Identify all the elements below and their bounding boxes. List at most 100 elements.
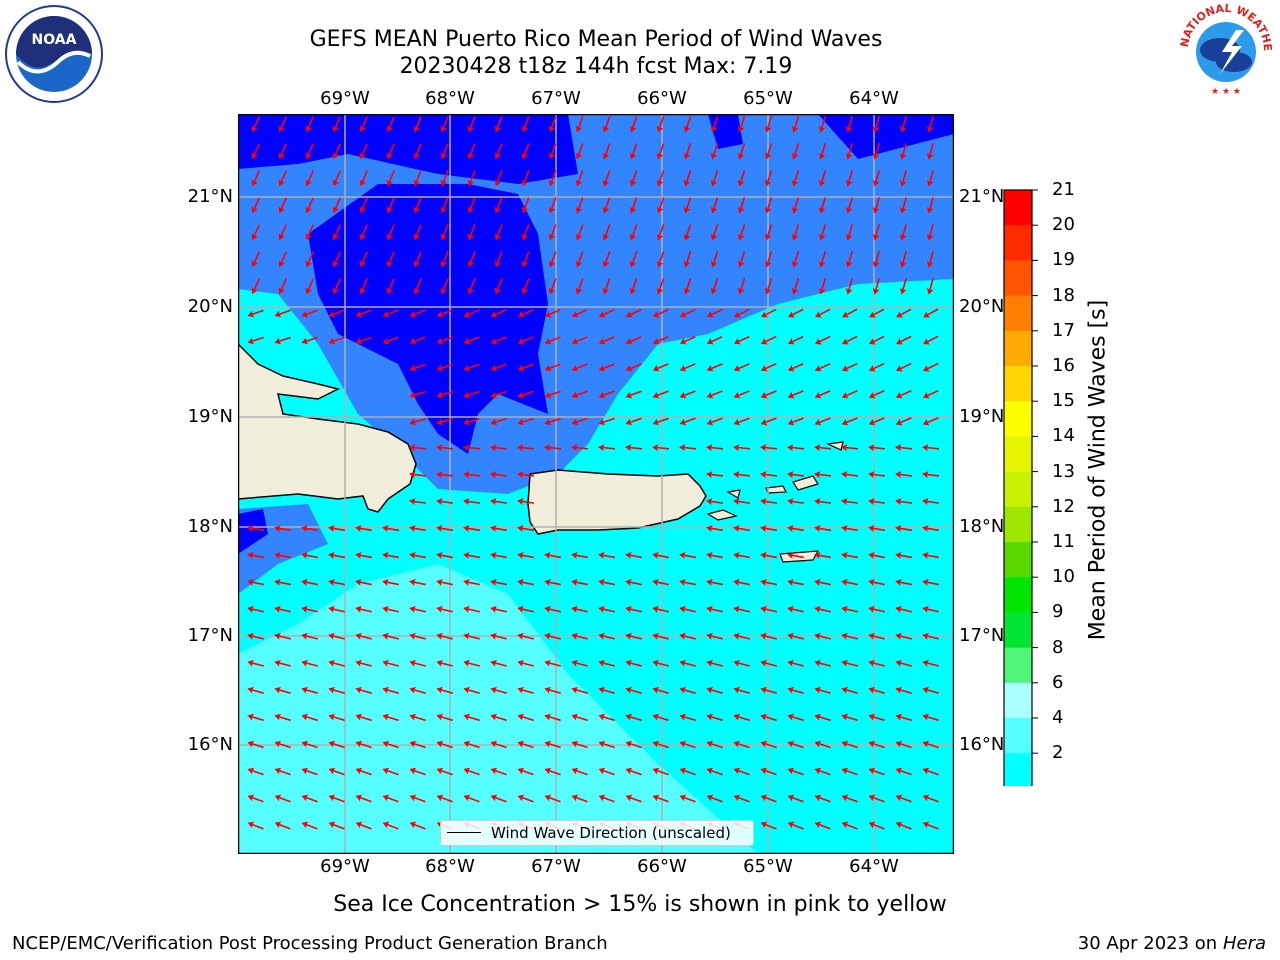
- wind-wave-arrow: [571, 578, 589, 586]
- wind-wave-arrow: [490, 309, 507, 318]
- wind-wave-arrow: [544, 552, 562, 559]
- wind-wave-arrow: [895, 821, 912, 830]
- wind-wave-arrow: [845, 116, 854, 133]
- longitude-tick-label: 66°W: [637, 88, 687, 109]
- wind-wave-arrow: [895, 659, 912, 667]
- wind-wave-arrow: [305, 224, 314, 241]
- wind-wave-arrow: [359, 278, 368, 295]
- wind-wave-arrow: [548, 224, 557, 241]
- wind-wave-arrow: [575, 170, 584, 187]
- colorbar-tick-label: 18: [1052, 284, 1075, 306]
- wind-wave-arrow: [814, 794, 831, 803]
- wind-wave-arrow: [575, 116, 584, 133]
- wind-wave-arrow: [463, 578, 481, 586]
- wind-wave-arrow: [332, 116, 341, 133]
- wind-wave-arrow: [896, 308, 912, 318]
- wind-wave-arrow: [683, 224, 692, 241]
- wind-wave-arrow: [548, 278, 557, 295]
- wind-wave-arrow: [706, 632, 723, 640]
- wind-wave-arrow: [602, 143, 611, 160]
- wind-wave-arrow: [818, 197, 827, 214]
- wind-wave-arrow: [517, 552, 535, 559]
- wind-wave-arrow: [598, 552, 616, 559]
- longitude-tick-label: 65°W: [743, 88, 793, 109]
- wind-wave-arrow: [278, 143, 288, 160]
- wind-wave-arrow: [386, 251, 395, 268]
- wind-wave-arrow: [841, 767, 858, 776]
- wind-wave-arrow: [841, 417, 858, 426]
- wind-wave-arrow: [355, 767, 372, 776]
- wind-wave-arrow: [629, 143, 638, 160]
- wind-wave-arrow: [652, 605, 669, 613]
- wind-wave-arrow: [463, 794, 480, 803]
- wind-wave-arrow: [787, 335, 804, 345]
- wind-wave-arrow: [517, 336, 534, 345]
- wind-wave-arrow: [733, 471, 751, 479]
- wind-wave-arrow: [544, 632, 561, 640]
- wind-wave-arrow: [463, 713, 480, 722]
- wind-wave-arrow: [791, 224, 800, 241]
- wind-wave-arrow: [845, 224, 854, 241]
- wind-wave-arrow: [845, 143, 854, 160]
- wind-wave-arrow: [517, 740, 534, 749]
- wind-wave-arrow: [355, 525, 373, 532]
- wind-wave-arrow: [571, 417, 588, 426]
- wind-wave-arrow: [652, 794, 669, 803]
- graticule: [238, 114, 954, 854]
- svg-text:★ ★ ★: ★ ★ ★: [1211, 87, 1241, 97]
- wind-wave-arrow: [706, 740, 723, 749]
- wind-wave-arrow: [305, 197, 314, 214]
- colorbar-tick-label: 10: [1052, 566, 1075, 588]
- wind-wave-arrow: [490, 605, 507, 613]
- wind-wave-arrow: [818, 251, 827, 268]
- wind-wave-arrow: [301, 713, 318, 722]
- wind-wave-arrow: [332, 143, 341, 160]
- wind-wave-arrow: [814, 821, 831, 830]
- wind-wave-arrow: [598, 390, 615, 399]
- sea-ice-caption: Sea Ice Concentration > 15% is shown in …: [333, 892, 947, 917]
- wind-wave-arrow: [872, 197, 880, 214]
- wind-wave-arrow: [301, 686, 318, 694]
- wind-wave-arrow: [355, 659, 372, 667]
- wind-wave-arrow: [625, 605, 642, 613]
- wind-wave-arrow: [490, 444, 508, 452]
- colorbar-segment: [1004, 295, 1032, 332]
- wind-wave-arrow: [899, 224, 907, 241]
- wind-wave-arrow: [463, 390, 480, 399]
- latitude-tick-label: 21°N: [959, 186, 1005, 207]
- wind-wave-arrow: [328, 605, 345, 613]
- wind-wave-arrow: [733, 498, 751, 506]
- wind-wave-arrow: [436, 309, 453, 318]
- wind-wave-arrow: [251, 170, 261, 187]
- wind-wave-arrow: [436, 525, 454, 532]
- wind-wave-arrow: [733, 417, 750, 426]
- wind-wave-arrow: [328, 336, 345, 345]
- colorbar-tick-label: 17: [1052, 319, 1075, 341]
- wind-wave-arrow: [787, 417, 804, 426]
- wind-wave-arrow: [733, 659, 750, 667]
- wind-wave-arrow: [733, 767, 750, 776]
- wind-wave-arrow: [301, 821, 318, 830]
- wind-wave-arrow: [517, 713, 534, 722]
- wind-wave-direction-arrows: [247, 116, 940, 830]
- wind-wave-arrow: [328, 821, 345, 830]
- wind-wave-arrow: [413, 170, 422, 187]
- wind-wave-arrow: [274, 525, 292, 532]
- wind-wave-arrow: [517, 686, 534, 694]
- wind-wave-arrow: [274, 578, 292, 586]
- wind-wave-arrow: [868, 390, 885, 399]
- wind-wave-arrow: [922, 794, 939, 803]
- wind-wave-arrow: [625, 417, 642, 426]
- latitude-tick-label: 21°N: [187, 186, 233, 207]
- latitude-tick-label: 17°N: [959, 625, 1005, 646]
- wind-wave-arrow: [899, 116, 907, 133]
- wind-wave-arrow: [737, 143, 746, 160]
- colorbar-tick-label: 8: [1052, 636, 1064, 658]
- wind-wave-arrow: [733, 686, 750, 694]
- generation-host: Hera: [1222, 933, 1266, 954]
- wind-wave-arrow: [544, 605, 561, 613]
- wind-wave-arrow: [355, 578, 373, 586]
- wind-wave-arrow: [278, 197, 288, 214]
- wind-wave-arrow: [463, 525, 481, 532]
- wind-wave-arrow: [602, 170, 611, 187]
